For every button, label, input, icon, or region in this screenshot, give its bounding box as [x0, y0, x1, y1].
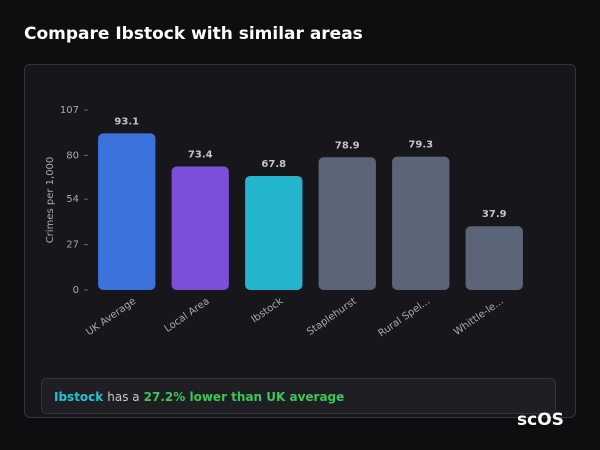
value-label: 73.4: [188, 150, 213, 161]
bar: [245, 175, 303, 290]
y-tick-label: 27: [66, 240, 79, 251]
x-tick-label: Rural Spel...: [377, 296, 433, 340]
y-tick-label: 80: [66, 150, 79, 161]
bar: [171, 166, 229, 290]
summary-area: Ibstock: [54, 390, 104, 404]
y-tick-label: 107: [60, 105, 79, 116]
x-tick-label: UK Average: [84, 296, 138, 338]
page-title: Compare Ibstock with similar areas: [24, 24, 363, 44]
summary-text: has a: [107, 390, 140, 404]
x-tick-label: Staplehurst: [305, 296, 359, 338]
summary-highlight: 27.2% lower than UK average: [143, 390, 345, 404]
bar: [98, 133, 156, 290]
x-tick-label: Local Area: [163, 296, 212, 335]
y-tick-label: 0: [73, 285, 79, 296]
summary: Ibstock has a 27.2% lower than UK average: [41, 378, 556, 414]
value-label: 78.9: [335, 140, 360, 151]
x-tick-label: Ibstock: [250, 296, 286, 326]
value-label: 67.8: [261, 159, 286, 170]
logo: scOS: [517, 410, 564, 430]
value-label: 79.3: [408, 140, 433, 151]
value-label: 37.9: [482, 209, 507, 220]
bar: [392, 156, 450, 290]
value-label: 93.1: [114, 116, 139, 127]
bar: [465, 226, 523, 290]
x-tick-label: Whittle-le...: [452, 296, 506, 338]
bar: [318, 157, 376, 290]
y-tick-label: 54: [66, 194, 79, 205]
y-axis-label: Crimes per 1,000: [45, 157, 56, 244]
